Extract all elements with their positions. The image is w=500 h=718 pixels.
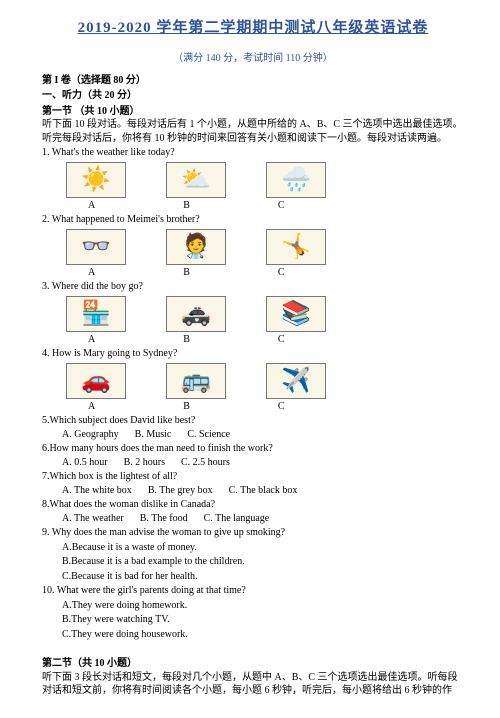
q5-text: 5.Which subject does David like best? bbox=[42, 414, 464, 428]
q1-b: B bbox=[183, 199, 190, 213]
q10-b: B.They were watching TV. bbox=[62, 613, 464, 627]
q10-c: C.They were doing housework. bbox=[62, 628, 464, 642]
q9-b: B.Because it is a bad example to the chi… bbox=[62, 555, 464, 569]
q1-a: A bbox=[88, 199, 95, 213]
spacer bbox=[42, 641, 464, 655]
section1-title: 第一节 （共 10 小题） bbox=[42, 105, 464, 119]
q3-text: 3. Where did the boy go? bbox=[42, 280, 464, 294]
q3-b: B bbox=[183, 333, 190, 347]
q7-text: 7.Which box is the lightest of all? bbox=[42, 470, 464, 484]
q2-b: B bbox=[183, 266, 190, 280]
q1-text: 1. What's the weather like today? bbox=[42, 146, 464, 160]
listening-head: 一、听力（共 20 分） bbox=[42, 89, 464, 103]
bus-icon: 🚌 bbox=[166, 363, 226, 399]
rain-icon: 🌧️ bbox=[266, 162, 326, 198]
q7-b: B. The grey box bbox=[148, 484, 213, 498]
q10-opts: A.They were doing homework. B.They were … bbox=[62, 599, 464, 642]
section2-instr: 听下面 3 段长对话和短文，每段对几个小题，从题中 A、B、C 三个选项选出最佳… bbox=[42, 671, 464, 698]
section1-instr: 听下面 10 段对话。每段对话后有 1 个小题，从题中所给的 A、B、C 三个选… bbox=[42, 118, 464, 145]
q2-text: 2. What happened to Meimei's brother? bbox=[42, 213, 464, 227]
q3-labels: A B C bbox=[88, 333, 464, 347]
binoculars-icon: 👓 bbox=[66, 229, 126, 265]
sun-icon: ☀️ bbox=[66, 162, 126, 198]
q9-a: A.Because it is a waste of money. bbox=[62, 541, 464, 555]
q6-text: 6.How many hours does the man need to fi… bbox=[42, 442, 464, 456]
q6-c: C. 2.5 hours bbox=[181, 456, 230, 470]
q6-opts: A. 0.5 hour B. 2 hours C. 2.5 hours bbox=[62, 456, 464, 470]
q2-c: C bbox=[278, 266, 285, 280]
q2-a: A bbox=[88, 266, 95, 280]
q7-opts: A. The white box B. The grey box C. The … bbox=[62, 484, 464, 498]
page-title: 2019-2020 学年第二学期期中测试八年级英语试卷 bbox=[42, 18, 464, 38]
fall-icon: 🤸 bbox=[266, 229, 326, 265]
restaurant-icon: 🏪 bbox=[66, 296, 126, 332]
plane-icon: ✈️ bbox=[266, 363, 326, 399]
q5-opts: A. Geography B. Music C. Science bbox=[62, 428, 464, 442]
part1-head: 第 I 卷（选择题 80 分） bbox=[42, 74, 464, 88]
q4-a: A bbox=[88, 400, 95, 414]
q4-text: 4. How is Mary going to Sydney? bbox=[42, 347, 464, 361]
car-icon: 🚗 bbox=[66, 363, 126, 399]
q4-b: B bbox=[183, 400, 190, 414]
q8-a: A. The weather bbox=[62, 512, 124, 526]
q9-text: 9. Why does the man advise the woman to … bbox=[42, 526, 464, 540]
doctor-icon: 🧑‍⚕️ bbox=[166, 229, 226, 265]
page: 2019-2020 学年第二学期期中测试八年级英语试卷 （满分 140 分，考试… bbox=[0, 0, 500, 718]
q1-labels: A B C bbox=[88, 199, 464, 213]
q9-c: C.Because it is bad for her health. bbox=[62, 570, 464, 584]
q5-a: A. Geography bbox=[62, 428, 119, 442]
q1-images: ☀️ ⛅ 🌧️ bbox=[66, 162, 464, 198]
cloud-icon: ⛅ bbox=[166, 162, 226, 198]
q10-a: A.They were doing homework. bbox=[62, 599, 464, 613]
q10-text: 10. What were the girl's parents doing a… bbox=[42, 584, 464, 598]
q5-c: C. Science bbox=[187, 428, 230, 442]
q4-c: C bbox=[278, 400, 285, 414]
q5-b: B. Music bbox=[135, 428, 172, 442]
q8-b: B. The food bbox=[140, 512, 188, 526]
library-icon: 📚 bbox=[266, 296, 326, 332]
q3-c: C bbox=[278, 333, 285, 347]
q3-a: A bbox=[88, 333, 95, 347]
q7-a: A. The white box bbox=[62, 484, 132, 498]
q2-labels: A B C bbox=[88, 266, 464, 280]
q8-text: 8.What does the woman dislike in Canada? bbox=[42, 498, 464, 512]
q4-labels: A B C bbox=[88, 400, 464, 414]
q8-c: C. The language bbox=[204, 512, 270, 526]
section2-title: 第二节（共 10 小题） bbox=[42, 657, 464, 671]
q7-c: C. The black box bbox=[229, 484, 298, 498]
q8-opts: A. The weather B. The food C. The langua… bbox=[62, 512, 464, 526]
q2-images: 👓 🧑‍⚕️ 🤸 bbox=[66, 229, 464, 265]
q1-c: C bbox=[278, 199, 285, 213]
q4-images: 🚗 🚌 ✈️ bbox=[66, 363, 464, 399]
q6-b: B. 2 hours bbox=[124, 456, 165, 470]
police-icon: 🚓 bbox=[166, 296, 226, 332]
q6-a: A. 0.5 hour bbox=[62, 456, 108, 470]
q9-opts: A.Because it is a waste of money. B.Beca… bbox=[62, 541, 464, 584]
q3-images: 🏪 🚓 📚 bbox=[66, 296, 464, 332]
exam-meta: （满分 140 分，考试时间 110 分钟） bbox=[42, 52, 464, 66]
